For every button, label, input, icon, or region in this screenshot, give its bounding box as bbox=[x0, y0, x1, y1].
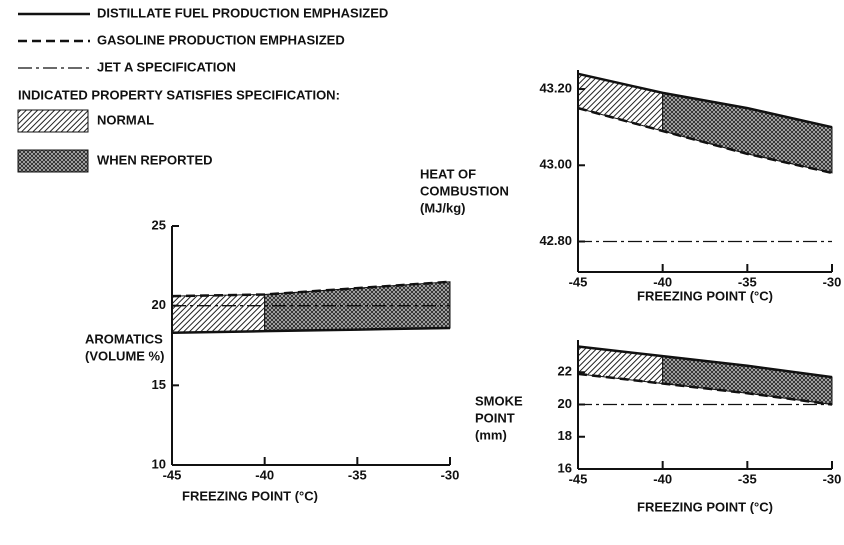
y-axis-label: POINT bbox=[475, 410, 515, 425]
x-tick-label: -30 bbox=[823, 274, 842, 289]
y-tick-label: 22 bbox=[558, 364, 572, 379]
y-axis-label: HEAT OF bbox=[420, 166, 476, 181]
x-tick-label: -40 bbox=[255, 467, 274, 482]
legend-label: DISTILLATE FUEL PRODUCTION EMPHASIZED bbox=[97, 5, 388, 20]
legend-label: NORMAL bbox=[97, 112, 154, 127]
x-tick-label: -30 bbox=[441, 467, 460, 482]
x-tick-label: -40 bbox=[653, 274, 672, 289]
y-tick-label: 16 bbox=[558, 460, 572, 475]
shaded-region bbox=[662, 92, 833, 174]
y-tick-label: 20 bbox=[152, 297, 166, 312]
x-axis-label: FREEZING POINT (°C) bbox=[637, 499, 773, 514]
series-line bbox=[577, 372, 833, 406]
legend-label: WHEN REPORTED bbox=[97, 152, 213, 167]
x-tick-label: -45 bbox=[569, 471, 588, 486]
shaded-region bbox=[171, 294, 266, 334]
y-tick-label: 15 bbox=[152, 377, 166, 392]
legend-swatch bbox=[17, 109, 89, 133]
y-tick-label: 43.20 bbox=[539, 80, 572, 95]
series-line bbox=[577, 345, 833, 379]
x-axis-label: FREEZING POINT (°C) bbox=[637, 288, 773, 303]
x-tick-label: -35 bbox=[348, 467, 367, 482]
legend-label: JET A SPECIFICATION bbox=[97, 59, 236, 74]
y-axis-label: COMBUSTION bbox=[420, 183, 509, 198]
y-tick-label: 42.80 bbox=[539, 233, 572, 248]
x-tick-label: -35 bbox=[738, 471, 757, 486]
y-axis-label: (mm) bbox=[475, 427, 507, 442]
x-tick-label: -45 bbox=[163, 467, 182, 482]
y-tick-label: 10 bbox=[152, 456, 166, 471]
series-line bbox=[577, 72, 833, 129]
y-axis-label: (VOLUME %) bbox=[85, 348, 164, 363]
y-axis-label: AROMATICS bbox=[85, 331, 163, 346]
series-line bbox=[171, 326, 451, 335]
legend-label: GASOLINE PRODUCTION EMPHASIZED bbox=[97, 32, 345, 47]
x-axis-label: FREEZING POINT (°C) bbox=[182, 488, 318, 503]
x-tick-label: -30 bbox=[823, 471, 842, 486]
y-axis-label: SMOKE bbox=[475, 393, 523, 408]
series-line bbox=[171, 280, 451, 298]
x-tick-label: -35 bbox=[738, 274, 757, 289]
y-tick-label: 25 bbox=[152, 217, 166, 232]
y-tick-label: 43.00 bbox=[539, 157, 572, 172]
legend-heading: INDICATED PROPERTY SATISFIES SPECIFICATI… bbox=[18, 87, 340, 102]
x-tick-label: -45 bbox=[569, 274, 588, 289]
y-tick-label: 18 bbox=[558, 428, 572, 443]
series-line bbox=[577, 106, 833, 175]
legend-swatch bbox=[17, 149, 89, 173]
x-tick-label: -40 bbox=[653, 471, 672, 486]
y-axis-label: (MJ/kg) bbox=[420, 200, 466, 215]
shaded-region bbox=[662, 355, 833, 406]
y-tick-label: 20 bbox=[558, 396, 572, 411]
